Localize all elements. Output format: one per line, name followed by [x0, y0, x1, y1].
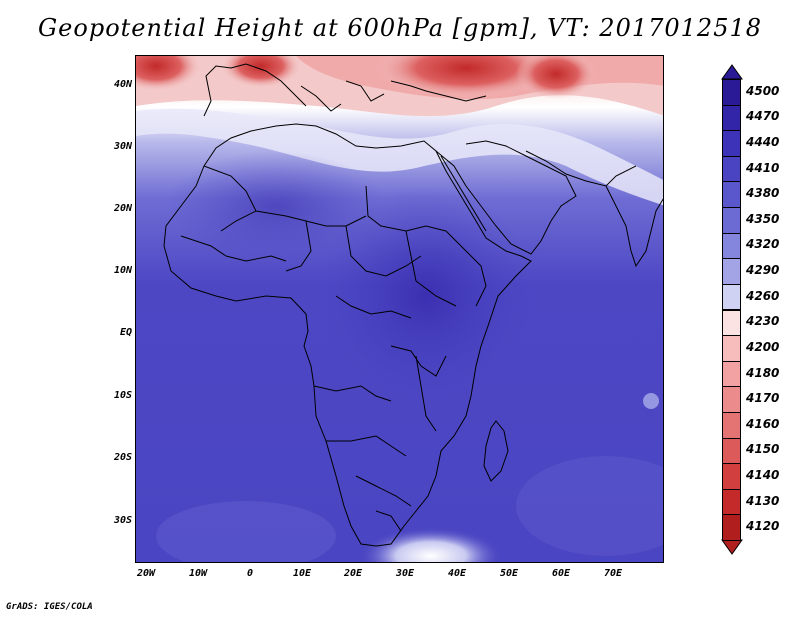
lat-label-20n: 20N: [113, 203, 132, 214]
map-plot-area: [135, 55, 664, 563]
colorbar-cell: [722, 258, 741, 285]
colorbar-label: 4440: [746, 135, 780, 150]
lon-label-50e: 50E: [499, 568, 519, 579]
lat-label-20s: 20S: [113, 452, 132, 463]
colorbar-label: 4320: [746, 237, 780, 252]
colorbar-label: 4230: [746, 314, 780, 329]
colorbar-label: 4410: [746, 160, 780, 175]
colorbar-label: 4160: [746, 416, 780, 431]
colorbar-label: 4180: [746, 365, 780, 380]
colorbar-cell: [722, 130, 741, 157]
colorbar-cell: [722, 104, 741, 132]
colorbar-cell: [722, 283, 741, 311]
colorbar-cell: [722, 309, 741, 337]
lon-label-10w: 10W: [188, 568, 208, 579]
lon-label-30e: 30E: [395, 568, 415, 579]
colorbar-label: 4500: [746, 83, 780, 98]
geopotential-field: [136, 56, 663, 562]
lat-label-eq: EQ: [119, 327, 132, 338]
colorbar-bottom-arrow: [721, 539, 743, 555]
lat-label-10s: 10S: [113, 390, 132, 401]
colorbar-label: 4200: [746, 339, 780, 354]
colorbar-top-arrow: [721, 64, 743, 80]
colorbar-label: 4170: [746, 391, 780, 406]
colorbar-label: 4140: [746, 467, 780, 482]
colorbar-cell: [722, 207, 741, 234]
colorbar-cell: [722, 463, 741, 490]
colorbar-label: 4290: [746, 263, 780, 278]
colorbar-label: 4130: [746, 493, 780, 508]
colorbar-cell: [722, 79, 741, 106]
colorbar-label: 4350: [746, 211, 780, 226]
lon-label-20e: 20E: [343, 568, 363, 579]
colorbar-cell: [722, 335, 741, 362]
colorbar-label: 4470: [746, 109, 780, 124]
lon-label-20w: 20W: [136, 568, 156, 579]
coastline-layer: [163, 63, 663, 547]
colorbar-cell: [722, 411, 741, 439]
lon-label-0: 0: [246, 568, 254, 579]
lat-label-10n: 10N: [113, 265, 132, 276]
lon-label-40e: 40E: [447, 568, 467, 579]
map-title: Geopotential Height at 600hPa [gpm], VT:…: [38, 14, 762, 42]
lat-label-30n: 30N: [113, 141, 132, 152]
colorbar-label: 4260: [746, 288, 780, 303]
lon-label-70e: 70E: [603, 568, 623, 579]
lon-label-10e: 10E: [292, 568, 312, 579]
colorbar-label: 4120: [746, 519, 780, 534]
colorbar-cell: [722, 232, 741, 260]
colorbar-cell: [722, 514, 741, 541]
colorbar-cell: [722, 386, 741, 413]
lat-label-30s: 30S: [113, 515, 132, 526]
lon-label-60e: 60E: [551, 568, 571, 579]
colorbar-cell: [722, 488, 741, 516]
colorbar-cell: [722, 155, 741, 183]
colorbar-label: 4380: [746, 186, 780, 201]
colorbar-label: 4150: [746, 442, 780, 457]
colorbar-cell: [722, 437, 741, 465]
colorbar-cell: [722, 360, 741, 388]
grads-credit: GrADS: IGES/COLA: [6, 602, 93, 612]
colorbar-cell: [722, 181, 741, 209]
lat-label-40n: 40N: [113, 79, 132, 90]
